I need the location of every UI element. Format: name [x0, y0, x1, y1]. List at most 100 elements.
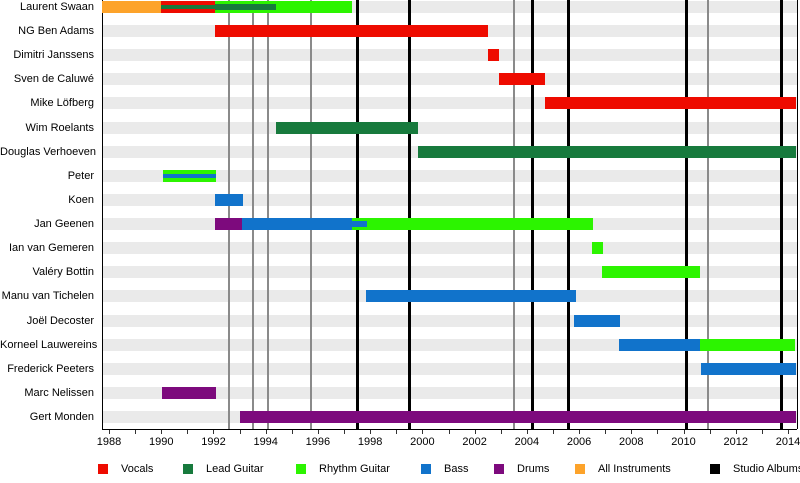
x-axis-tick-label: 2004 — [514, 436, 540, 448]
x-axis-tick-label: 2000 — [410, 436, 435, 448]
x-axis-tick — [422, 429, 424, 434]
timeline-bar-vocals — [545, 97, 797, 110]
x-axis-tick — [605, 429, 607, 434]
x-axis-tick-label: 1998 — [357, 436, 383, 448]
legend-label: All Instruments — [598, 463, 671, 475]
role-stripe-lead_guitar — [214, 4, 277, 10]
x-axis-tick — [683, 429, 685, 434]
timeline-bar-bass — [241, 218, 353, 231]
timeline-bar-rhythm_guitar — [602, 266, 700, 279]
legend-item-rhythm_guitar: Rhythm Guitar — [296, 463, 390, 475]
role-stripe-bass — [162, 173, 217, 178]
timeline-bar-rhythm_guitar — [367, 218, 593, 231]
x-axis-tick — [500, 429, 502, 434]
release-line-gray — [251, 0, 254, 429]
x-axis-tick-label: 1996 — [305, 436, 331, 448]
member-label: Joël Decoster — [26, 314, 94, 327]
x-axis-tick — [265, 429, 267, 434]
legend-swatch-drums — [494, 464, 504, 474]
legend-item-bass: Bass — [421, 463, 468, 475]
x-axis-tick — [788, 429, 789, 434]
timeline-bar-drums — [162, 386, 217, 399]
member-track — [102, 242, 797, 255]
timeline-bar-lead_guitar — [276, 121, 418, 134]
x-axis-tick — [161, 429, 163, 434]
timeline-bar-all_instruments — [101, 1, 162, 13]
member-label: Wim Roelants — [25, 121, 94, 134]
studio-album-line — [684, 0, 688, 429]
x-axis-tick-label: 2010 — [671, 436, 696, 448]
member-track — [102, 121, 797, 134]
legend-swatch-rhythm_guitar — [296, 464, 306, 474]
timeline-bar-bass — [619, 338, 700, 351]
member-track — [102, 386, 797, 399]
x-axis-tick — [552, 429, 554, 434]
member-label: Mike Löfberg — [30, 97, 94, 110]
x-axis-tick — [109, 429, 110, 434]
studio-album-line — [779, 0, 783, 429]
x-axis-tick-label: 2006 — [566, 436, 592, 448]
x-axis-tick — [448, 429, 450, 434]
x-axis-tick — [370, 429, 372, 434]
timeline-bar-bass — [214, 193, 243, 206]
timeline-bar-vocals — [488, 49, 500, 62]
release-line-gray — [228, 0, 231, 429]
legend-item-drums: Drums — [494, 463, 549, 475]
x-axis-tick — [291, 429, 293, 434]
x-axis-tick — [344, 429, 346, 434]
x-axis-tick-label: 2008 — [619, 436, 644, 448]
timeline-bar-vocals — [499, 73, 546, 86]
legend-swatch-bass — [421, 464, 431, 474]
timeline-bar-bass — [574, 314, 621, 327]
timeline-bar-bass — [701, 362, 797, 375]
x-axis-line — [102, 429, 797, 430]
studio-album-line — [567, 0, 571, 429]
member-track — [102, 169, 797, 182]
timeline-bar-rhythm_guitar — [276, 1, 352, 13]
x-axis-tick — [135, 429, 137, 434]
member-label: Korneel Lauwereins — [0, 338, 98, 351]
member-label: Gert Monden — [29, 411, 94, 424]
x-axis-tick — [735, 429, 737, 434]
timeline-bar-drums — [214, 218, 242, 231]
member-label: Laurent Swaan — [20, 1, 94, 13]
timeline-bar-rhythm_guitar — [352, 218, 367, 231]
release-line-gray — [267, 0, 270, 429]
member-track — [102, 73, 797, 86]
legend-label: Lead Guitar — [206, 463, 264, 475]
member-label: Sven de Caluwé — [13, 73, 94, 86]
x-axis-tick-label: 2012 — [723, 436, 749, 448]
x-axis-tick — [187, 429, 189, 434]
timeline-bar-rhythm_guitar — [592, 242, 604, 255]
x-axis-tick — [474, 429, 476, 434]
x-axis-tick-label: 2002 — [462, 436, 487, 448]
member-label: Manu van Tichelen — [1, 290, 94, 303]
member-label: Koen — [68, 193, 94, 206]
timeline-bar-vocals — [214, 25, 489, 38]
timeline-bar-bass — [365, 290, 576, 303]
role-stripe-lead_guitar — [161, 5, 215, 9]
x-axis-tick — [657, 429, 659, 434]
studio-album-line — [530, 0, 534, 429]
member-label: Frederick Peeters — [7, 362, 94, 375]
member-track — [102, 193, 797, 206]
timeline-bar-rhythm_guitar — [162, 169, 217, 182]
legend-item-lead_guitar: Lead Guitar — [183, 463, 263, 475]
x-axis-tick — [239, 429, 241, 434]
legend-swatch-vocals — [98, 464, 108, 474]
timeline-bar-vocals — [161, 1, 215, 13]
x-axis-tick-label: 1990 — [148, 436, 174, 448]
legend-item-studio_albums: Studio Albums — [710, 463, 800, 475]
member-label: Valéry Bottin — [32, 266, 94, 279]
x-axis-tick-label: 1992 — [201, 436, 226, 448]
x-axis-tick — [709, 429, 711, 434]
member-label: Peter — [67, 169, 94, 182]
studio-album-line — [407, 0, 411, 429]
member-label: Ian van Gemeren — [9, 242, 94, 255]
x-axis-tick — [213, 429, 215, 434]
x-axis-tick-label: 2014 — [775, 436, 800, 448]
plot-left-border — [102, 0, 103, 429]
x-axis-tick — [526, 429, 528, 434]
